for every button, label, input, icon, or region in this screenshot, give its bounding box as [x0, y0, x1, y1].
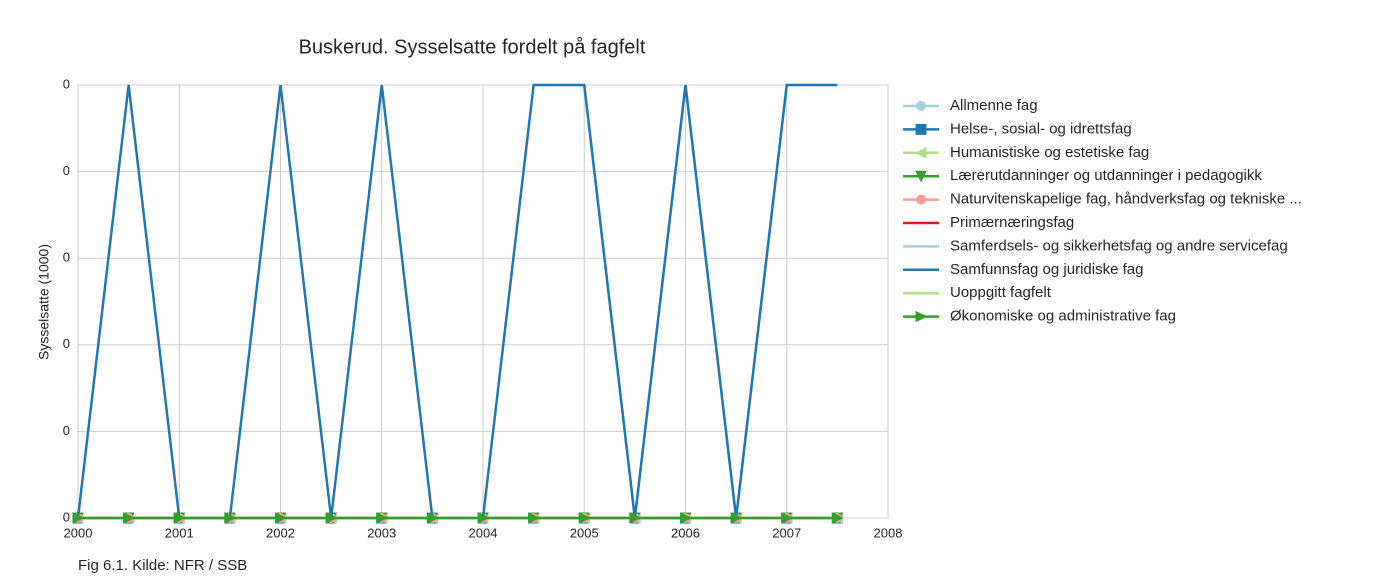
marker	[426, 512, 439, 524]
x-tick-label: 2004	[469, 525, 498, 540]
y-tick-label: 0	[63, 250, 70, 265]
marker	[224, 512, 236, 524]
series-line	[76, 83, 838, 520]
y-tick-label: 0	[63, 423, 70, 438]
marker	[123, 512, 135, 524]
legend-label: Lærerutdanninger og utdanninger i pedago…	[950, 167, 1262, 184]
legend-label: Uoppgitt fagfelt	[950, 284, 1052, 301]
legend-label: Allmenne fag	[950, 97, 1038, 114]
x-tick-label: 2005	[570, 525, 599, 540]
legend-label: Primærnæringsfag	[950, 214, 1074, 231]
marker	[325, 512, 338, 524]
caption: Fig 6.1. Kilde: NFR / SSB	[78, 557, 247, 574]
marker	[781, 512, 793, 524]
marker	[916, 194, 926, 205]
marker	[915, 310, 928, 323]
y-axis-label: Sysselsatte (1000)	[36, 244, 52, 360]
marker	[831, 512, 844, 524]
marker	[680, 512, 692, 524]
y-tick-label: 0	[63, 163, 70, 178]
marker	[916, 101, 926, 111]
legend-label: Økonomiske og administrative fag	[950, 308, 1176, 325]
legend-label: Helse-, sosial- og idrettsfag	[950, 120, 1132, 137]
marker	[528, 512, 540, 524]
y-tick-label: 0	[63, 336, 70, 351]
x-tick-label: 2002	[266, 525, 295, 540]
marker	[376, 512, 388, 524]
x-tick-label: 2000	[64, 525, 93, 540]
marker	[914, 146, 927, 159]
y-tick-label: 0	[63, 509, 70, 524]
legend-label: Naturvitenskapelige fag, håndverksfag og…	[950, 191, 1302, 208]
legend-label: Samferdsels- og sikkerhetsfag og andre s…	[950, 237, 1288, 254]
marker	[730, 512, 743, 524]
x-tick-label: 2003	[367, 525, 396, 540]
marker	[72, 512, 85, 524]
legend-label: Samfunnsfag og juridiske fag	[950, 261, 1143, 278]
marker	[275, 512, 287, 524]
x-tick-label: 2006	[671, 525, 700, 540]
marker	[578, 512, 591, 524]
chart-title: Buskerud. Sysselsatte fordelt på fagfelt	[299, 36, 646, 58]
marker	[915, 123, 927, 135]
marker	[915, 170, 927, 183]
marker	[173, 512, 186, 524]
y-tick-label: 0	[63, 76, 70, 91]
x-tick-label: 2007	[772, 525, 801, 540]
marker	[477, 512, 490, 524]
x-tick-label: 2008	[874, 525, 903, 540]
x-tick-label: 2001	[165, 525, 194, 540]
legend-label: Humanistiske og estetiske fag	[950, 144, 1149, 161]
marker	[629, 512, 641, 524]
